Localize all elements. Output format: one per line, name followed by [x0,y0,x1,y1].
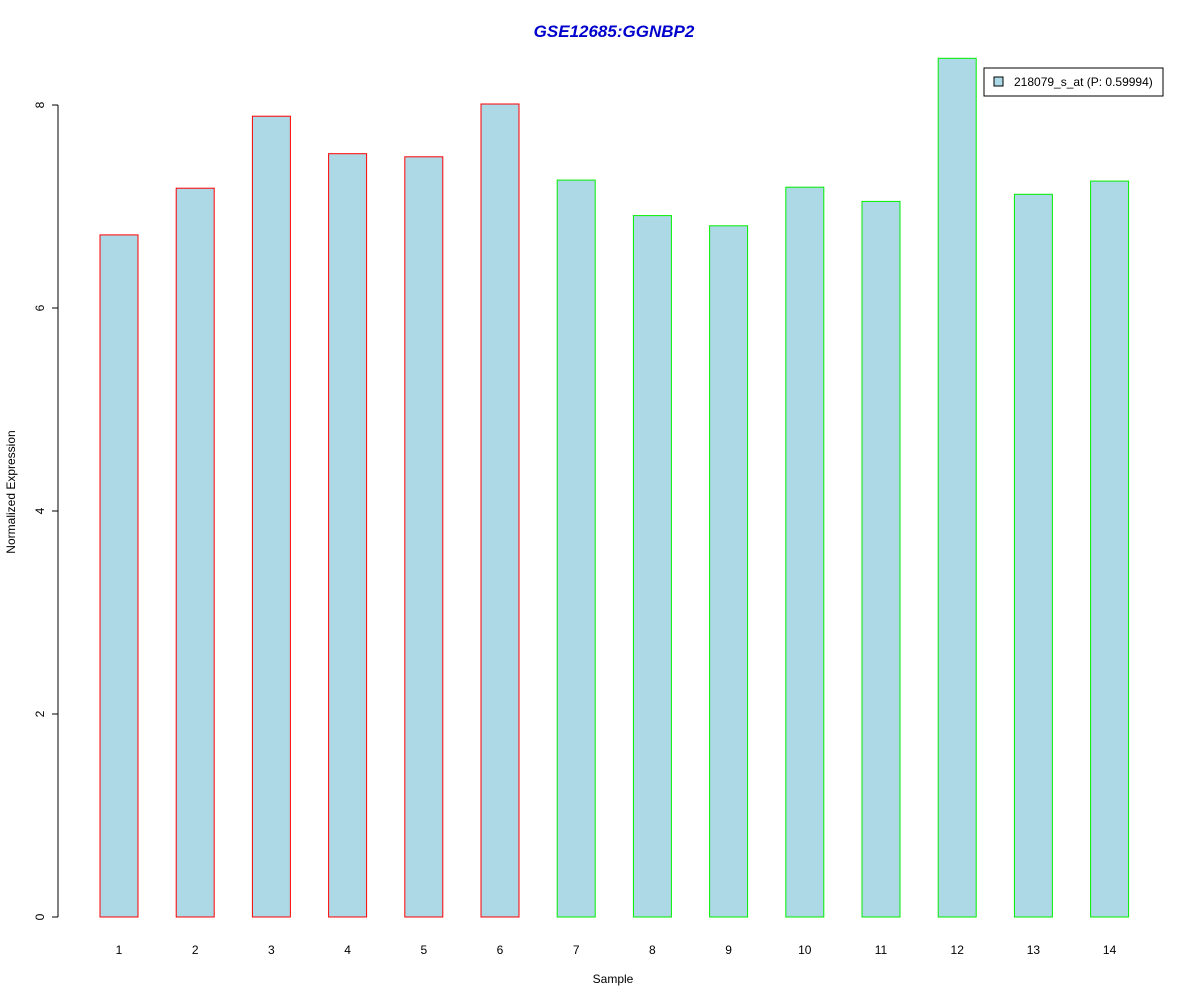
bar-sample-8 [632,215,672,918]
x-tick-label: 9 [725,943,732,957]
x-tick-label: 10 [798,943,812,957]
y-tick-label: 6 [33,304,47,311]
bar-sample-10 [785,186,825,918]
bar-sample-11 [861,200,901,918]
x-tick-label: 6 [497,943,504,957]
bar-sample-13 [1013,193,1053,918]
legend: 218079_s_at (P: 0.59994) [983,67,1164,97]
bar-sample-1 [99,234,139,918]
bar-sample-14 [1090,180,1130,918]
bar-sample-3 [251,115,291,918]
y-tick-label: 8 [33,101,47,108]
x-tick-label: 11 [875,943,888,957]
y-axis: 0 2 4 6 8 [33,101,59,920]
x-tick-label: 5 [420,943,427,957]
x-tick-label: 12 [951,943,965,957]
bar-sample-9 [709,225,749,918]
bar-sample-6 [480,103,520,918]
x-axis-label: Sample [593,972,634,986]
x-tick-label: 7 [573,943,580,957]
x-tick-label: 14 [1103,943,1117,957]
y-tick-label: 2 [33,710,47,717]
bar-sample-4 [328,153,368,918]
x-tick-label: 13 [1027,943,1041,957]
x-tick-label: 3 [268,943,275,957]
x-tick-label: 8 [649,943,656,957]
y-tick-label: 0 [33,913,47,920]
y-ticks: 0 2 4 6 8 [33,101,58,920]
legend-box [983,67,1164,97]
x-tick-label: 1 [116,943,123,957]
x-tick-labels: 1 2 3 4 5 6 7 8 9 10 11 12 13 14 [116,943,1117,957]
bars [99,57,1130,918]
x-tick-label: 4 [344,943,351,957]
x-tick-label: 2 [192,943,199,957]
y-axis-label: Normalized Expression [4,430,18,553]
legend-label: 218079_s_at (P: 0.59994) [1014,75,1153,89]
bar-sample-7 [556,179,596,918]
bar-sample-2 [175,187,215,918]
y-tick-label: 4 [33,507,47,514]
bar-sample-5 [404,156,444,918]
chart-title: GSE12685:GGNBP2 [534,22,695,41]
legend-swatch [993,76,1004,87]
bar-sample-12 [937,57,977,918]
